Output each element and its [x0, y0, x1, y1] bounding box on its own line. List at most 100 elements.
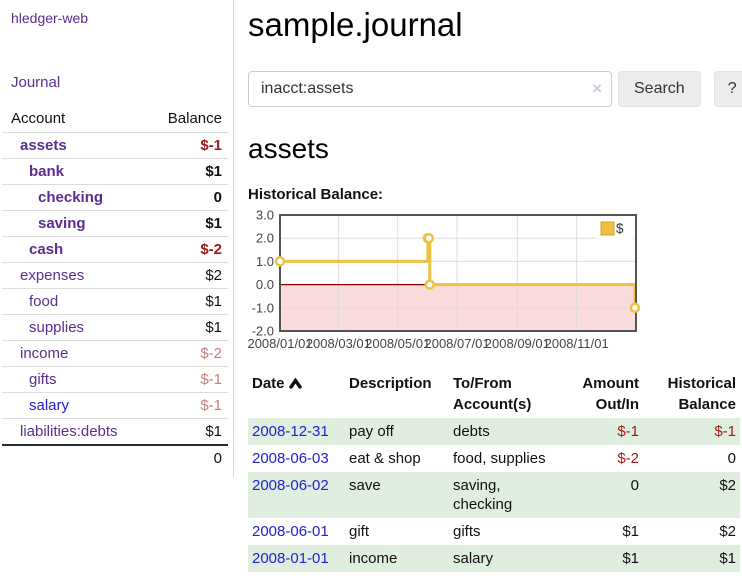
transaction-accounts: debts [453, 423, 490, 440]
transaction-row: 2008-06-02 save saving, checking 0 $2 [248, 472, 740, 518]
accounts-total-row: 0 [2, 444, 228, 471]
transaction-row: 2008-06-03 eat & shop food, supplies $-2… [248, 445, 740, 472]
account-row: assets $-1 [2, 132, 228, 159]
search-form: × Search ? [248, 71, 742, 107]
transaction-amount: $-2 [617, 450, 639, 467]
sort-ascending-icon [288, 374, 302, 395]
account-link-bank[interactable]: bank [29, 163, 65, 180]
svg-text:2.0: 2.0 [256, 231, 274, 246]
account-link-assets[interactable]: assets [20, 137, 67, 154]
account-balance: $-1 [146, 366, 228, 393]
account-row: cash $-2 [2, 236, 228, 263]
sidebar: hledger-web Journal Account Balance asse… [0, 0, 234, 477]
transaction-accounts: gifts [453, 523, 481, 540]
transaction-amount: 0 [630, 477, 639, 494]
page-title: sample.journal [248, 6, 463, 43]
account-link-supplies[interactable]: supplies [29, 319, 85, 336]
brand-link[interactable]: hledger-web [11, 10, 89, 26]
chart-canvas: $3.0 2.0 1.0 0.0 -1.0 -2.02008/01/012008/03/0… [247, 208, 641, 351]
accounts-table: Account Balance assets $-1 bank $1 check… [2, 107, 228, 471]
account-link-saving[interactable]: saving [38, 215, 86, 232]
account-row: food $1 [2, 288, 228, 315]
accounts-total-value: 0 [146, 444, 228, 471]
transaction-date-link[interactable]: 2008-06-03 [252, 450, 329, 467]
account-balance: $1 [146, 158, 228, 185]
transaction-accounts: salary [453, 550, 494, 567]
account-link-gifts[interactable]: gifts [29, 371, 57, 388]
account-row: bank $1 [2, 158, 228, 185]
col-header-date[interactable]: Date [248, 370, 345, 418]
sidebar-item-journal[interactable]: Journal [11, 74, 61, 91]
transaction-amount: $1 [622, 550, 639, 567]
accounts-col-header: Account [11, 110, 66, 127]
svg-text:2008/09/01: 2008/09/01 [485, 336, 550, 351]
svg-text:2008/11/01: 2008/11/01 [545, 336, 609, 351]
account-link-checking[interactable]: checking [38, 189, 104, 206]
account-link-food[interactable]: food [29, 293, 59, 310]
account-balance: $-2 [146, 236, 228, 263]
account-link-income[interactable]: income [20, 345, 69, 362]
transaction-date-link[interactable]: 2008-12-31 [252, 423, 329, 440]
col-header-description: Description [349, 375, 432, 392]
svg-text:2008/07/01: 2008/07/01 [424, 336, 489, 351]
account-link-expenses[interactable]: expenses [20, 267, 85, 284]
account-balance: $1 [146, 418, 228, 445]
historical-balance-chart: $3.0 2.0 1.0 0.0 -1.0 -2.0 2008/01/01 2008/03/0… [247, 208, 742, 354]
svg-text:1.0: 1.0 [256, 254, 274, 269]
account-row: expenses $2 [2, 262, 228, 289]
transaction-balance: $2 [719, 523, 736, 540]
account-title: assets [248, 133, 329, 164]
transaction-balance: $1 [719, 550, 736, 567]
svg-text:3.0: 3.0 [256, 208, 274, 223]
clear-search-icon[interactable]: × [592, 79, 602, 98]
svg-text:$: $ [616, 221, 624, 236]
svg-text:2008/05/01: 2008/05/01 [365, 336, 430, 351]
col-header-accounts: To/From Account(s) [453, 375, 532, 413]
account-row: checking 0 [2, 184, 228, 211]
transaction-balance: $2 [719, 477, 736, 494]
account-row: gifts $-1 [2, 366, 228, 393]
search-input[interactable] [248, 71, 612, 107]
account-row: liabilities:debts $1 [2, 418, 228, 445]
account-balance: $1 [146, 314, 228, 341]
balance-col-header: Balance [167, 110, 222, 127]
account-balance: $2 [146, 262, 228, 289]
transaction-amount: $-1 [617, 423, 639, 440]
chart-label: Historical Balance: [248, 186, 384, 203]
account-row: saving $1 [2, 210, 228, 237]
account-balance: 0 [146, 184, 228, 211]
transaction-row: 2008-12-31 pay off debts $-1 $-1 [248, 418, 740, 445]
help-button[interactable]: ? [713, 71, 742, 107]
account-link-cash[interactable]: cash [29, 241, 64, 258]
transaction-description: gift [349, 523, 370, 540]
transactions-table: Date Description To/From Account(s) Amou… [248, 370, 740, 572]
account-balance: $1 [146, 288, 228, 315]
transaction-row: 2008-06-01 gift gifts $1 $2 [248, 518, 740, 545]
transaction-date-link[interactable]: 2008-06-01 [252, 523, 329, 540]
transaction-description: pay off [349, 423, 394, 440]
svg-text:2008/03/01: 2008/03/01 [306, 336, 371, 351]
svg-text:-2.0: -2.0 [252, 324, 274, 339]
transaction-balance: $-1 [714, 423, 736, 440]
account-row: income $-2 [2, 340, 228, 367]
transaction-date-link[interactable]: 2008-06-02 [252, 477, 329, 494]
svg-text:-1.0: -1.0 [252, 300, 274, 315]
search-button[interactable]: Search [618, 71, 701, 107]
account-link-salary[interactable]: salary [29, 397, 70, 414]
transaction-description: eat & shop [349, 450, 421, 467]
transaction-row: 2008-01-01 income salary $1 $1 [248, 545, 740, 572]
col-header-amount: Amount Out/In [582, 375, 639, 413]
transaction-balance: 0 [727, 450, 736, 467]
account-balance: $-1 [146, 132, 228, 159]
transaction-date-link[interactable]: 2008-01-01 [252, 550, 329, 567]
account-row: salary $-1 [2, 392, 228, 419]
transactions-header-row: Date Description To/From Account(s) Amou… [248, 370, 740, 418]
transaction-description: save [349, 477, 381, 494]
svg-text:0.0: 0.0 [256, 277, 274, 292]
account-link-liabilities-debts[interactable]: liabilities:debts [20, 423, 118, 440]
svg-text:2008/01/01: 2008/01/01 [247, 336, 312, 351]
account-balance: $-1 [146, 392, 228, 419]
account-row: supplies $1 [2, 314, 228, 341]
transaction-accounts: food, supplies [453, 450, 546, 467]
